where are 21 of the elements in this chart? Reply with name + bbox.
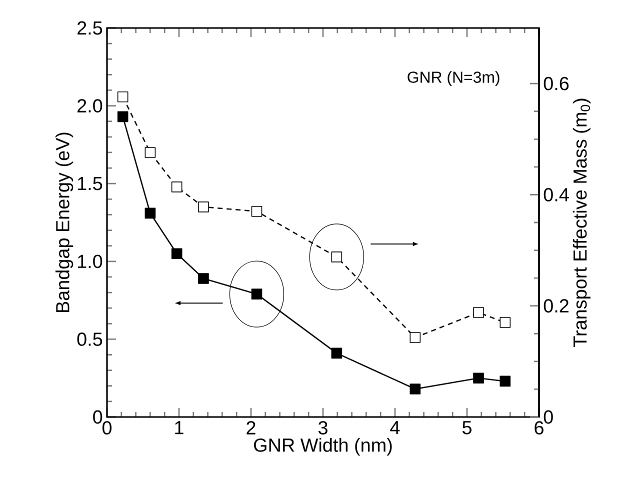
x-tick-label: 2 — [246, 421, 256, 434]
x-tick-label: 5 — [462, 421, 472, 434]
y2-tick-label: 0 — [544, 410, 553, 424]
x-tick-label: 3 — [318, 421, 328, 435]
y2-tick-label: 0.6 — [544, 76, 569, 90]
y-tick-label: 1.0 — [78, 254, 102, 268]
x-axis-title: GNR Width (nm) — [254, 438, 392, 456]
y2-tick-label: 0.2 — [544, 299, 568, 313]
x-tick-label: 0 — [102, 421, 112, 435]
x-tick-label: 1 — [175, 421, 184, 434]
x-tick-label: 4 — [390, 421, 400, 434]
y-tick-label: 0 — [93, 410, 102, 424]
y-tick-label: 1.5 — [78, 177, 102, 190]
y-tick-label: 0.5 — [77, 332, 102, 346]
x-tick-label: 6 — [534, 421, 544, 435]
y-axis-title: Bandgap Energy (eV) — [55, 132, 74, 312]
y2-axis-title: Transport Effective Mass (m$_{0}$) — [572, 98, 591, 347]
y2-tick-label: 0.4 — [544, 188, 569, 202]
annotation: GNR (N=3m) — [408, 71, 500, 86]
y-tick-label: 2.0 — [78, 99, 102, 112]
y-tick-label: 2.5 — [78, 21, 102, 35]
